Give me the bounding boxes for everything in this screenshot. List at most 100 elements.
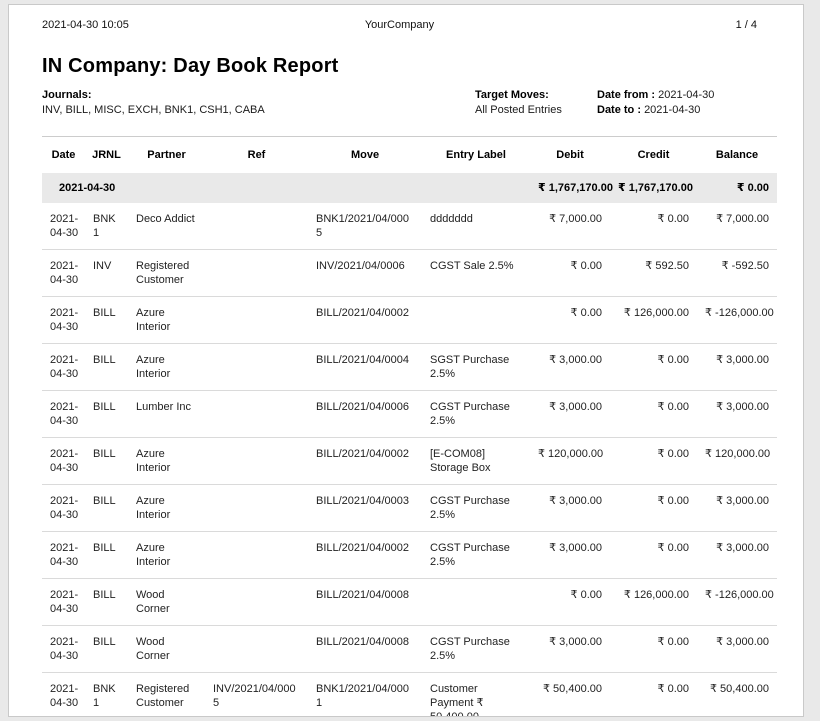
- cell-debit: ₹ 0.00: [570, 589, 602, 601]
- table-row: 2021-04-30 BILL Azure Interior BILL/2021/04…: [42, 344, 777, 391]
- cell-debit: ₹ 7,000.00: [549, 213, 602, 225]
- cell-partner: Wood Corner: [136, 589, 170, 615]
- table-row: 2021-04-30 BILL Wood Corner BILL/2021/04/00…: [42, 579, 777, 626]
- cell-move: BNK1/2021/04/0005: [316, 213, 409, 239]
- cell-credit: ₹ 0.00: [657, 354, 689, 366]
- cell-partner: Wood Corner: [136, 636, 170, 662]
- cell-balance: ₹ 3,000.00: [716, 401, 769, 413]
- column-header-credit: Credit: [637, 149, 670, 161]
- date-to-value: 2021-04-30: [644, 104, 701, 116]
- date-to-label: Date to :: [597, 104, 641, 116]
- cell-move: BILL/2021/04/0003: [316, 495, 409, 507]
- cell-ref: [205, 344, 308, 391]
- cell-move: BILL/2021/04/0002: [316, 542, 409, 554]
- cell-credit: ₹ 0.00: [657, 448, 689, 460]
- table-row: 2021-04-30 BILL Azure Interior BILL/2021/04…: [42, 297, 777, 344]
- cell-move: BNK1/2021/04/0001: [316, 683, 409, 709]
- cell-partner: Azure Interior: [136, 542, 171, 568]
- cell-partner: Deco Addict: [136, 213, 195, 225]
- cell-credit: ₹ 126,000.00: [623, 589, 689, 601]
- cell-label: [422, 297, 530, 344]
- cell-credit: ₹ 0.00: [657, 542, 689, 554]
- table-row: 2021-04-30 BILL Azure Interior BILL/2021/04…: [42, 438, 777, 485]
- date-from: Date from : 2021-04-30: [597, 88, 777, 103]
- cell-jrnl: BNK1: [93, 213, 116, 239]
- cell-debit: ₹ 3,000.00: [549, 542, 602, 554]
- cell-jrnl: BILL: [93, 448, 116, 460]
- cell-credit: ₹ 0.00: [657, 683, 689, 695]
- journals-value: INV, BILL, MISC, EXCH, BNK1, CSH1, CABA: [42, 104, 265, 116]
- cell-partner: Azure Interior: [136, 495, 171, 521]
- cell-date: 2021-04-30: [50, 354, 79, 380]
- cell-balance: ₹ 3,000.00: [716, 542, 769, 554]
- date-to: Date to : 2021-04-30: [597, 103, 777, 118]
- column-header-label: Entry Label: [446, 149, 506, 161]
- table-row: 2021-04-30 BILL Wood Corner BILL/2021/04/00…: [42, 626, 777, 673]
- cell-date: 2021-04-30: [50, 683, 79, 709]
- cell-date: 2021-04-30: [50, 495, 79, 521]
- cell-date: 2021-04-30: [50, 260, 79, 286]
- cell-credit: ₹ 592.50: [645, 260, 689, 272]
- cell-ref: [205, 579, 308, 626]
- table-row: 2021-04-30 BNK1 Deco Addict BNK1/2021/04/00…: [42, 203, 777, 250]
- cell-move: INV/2021/04/0006: [316, 260, 405, 272]
- header-datetime: 2021-04-30 10:05: [42, 19, 129, 31]
- cell-ref: [205, 485, 308, 532]
- cell-jrnl: BILL: [93, 354, 116, 366]
- cell-ref: [205, 626, 308, 673]
- cell-partner: Lumber Inc: [136, 401, 192, 413]
- cell-jrnl: BILL: [93, 307, 116, 319]
- cell-balance: ₹ 7,000.00: [716, 213, 769, 225]
- table-row: 2021-04-30 BILL Azure Interior BILL/2021/04…: [42, 532, 777, 579]
- cell-balance: ₹ 120,000.00: [705, 448, 771, 460]
- cell-label: [422, 579, 530, 626]
- target-moves-value: All Posted Entries: [475, 104, 562, 116]
- filters-row: Journals: INV, BILL, MISC, EXCH, BNK1, C…: [42, 88, 777, 118]
- cell-date: 2021-04-30: [50, 448, 79, 474]
- cell-credit: ₹ 0.00: [657, 213, 689, 225]
- cell-balance: ₹ -126,000.00: [705, 589, 774, 601]
- cell-ref: [205, 203, 308, 250]
- table-row: 2021-04-30 INV Registered Customer INV/2021…: [42, 250, 777, 297]
- cell-ref: [205, 297, 308, 344]
- cell-debit: ₹ 0.00: [570, 307, 602, 319]
- table-header-row: Date JRNL Partner Ref Move Entry Label Debit Cr…: [42, 137, 777, 174]
- cell-label: CGST Purchase 2.5%: [430, 401, 510, 427]
- column-header-ref: Ref: [247, 149, 266, 161]
- cell-move: BILL/2021/04/0002: [316, 448, 409, 460]
- cell-jrnl: BILL: [93, 542, 116, 554]
- group-balance: ₹ 0.00: [697, 173, 777, 203]
- table-row: 2021-04-30 BNK1 Registered Customer INV/202…: [42, 673, 777, 716]
- cell-partner: Azure Interior: [136, 448, 171, 474]
- cell-label: CGST Purchase 2.5%: [430, 542, 510, 568]
- journals-block: Journals: INV, BILL, MISC, EXCH, BNK1, C…: [42, 88, 475, 118]
- report-header: 2021-04-30 10:05 YourCompany 1 / 4: [42, 19, 777, 31]
- cell-move: BILL/2021/04/0008: [316, 589, 409, 601]
- cell-credit: ₹ 126,000.00: [623, 307, 689, 319]
- cell-label: ddddddd: [430, 213, 473, 225]
- cell-partner: Registered Customer: [136, 260, 190, 286]
- cell-debit: ₹ 3,000.00: [549, 495, 602, 507]
- cell-label: CGST Sale 2.5%: [430, 260, 514, 272]
- column-header-move: Move: [350, 149, 380, 161]
- cell-balance: ₹ 3,000.00: [716, 354, 769, 366]
- cell-balance: ₹ 50,400.00: [710, 683, 769, 695]
- cell-ref: [205, 250, 308, 297]
- column-header-balance: Balance: [715, 149, 759, 161]
- cell-jrnl: BILL: [93, 589, 116, 601]
- cell-move: BILL/2021/04/0006: [316, 401, 409, 413]
- cell-jrnl: BNK1: [93, 683, 116, 709]
- cell-move: BILL/2021/04/0004: [316, 354, 409, 366]
- daybook-table: Date JRNL Partner Ref Move Entry Label Debit Cr…: [42, 136, 777, 716]
- cell-partner: Azure Interior: [136, 307, 171, 333]
- group-debit: ₹ 1,767,170.00: [530, 173, 613, 203]
- column-header-date: Date: [51, 149, 76, 161]
- column-header-jrnl: JRNL: [92, 149, 121, 161]
- group-credit: ₹ 1,767,170.00: [610, 173, 697, 203]
- cell-date: 2021-04-30: [50, 307, 79, 333]
- cell-debit: ₹ 0.00: [570, 260, 602, 272]
- cell-ref: [205, 438, 308, 485]
- cell-debit: ₹ 3,000.00: [549, 636, 602, 648]
- company-name: YourCompany: [364, 19, 435, 31]
- date-group-summary-row: 2021-04-30 ₹ 1,767,170.00 ₹ 1,767,170.00…: [42, 173, 777, 203]
